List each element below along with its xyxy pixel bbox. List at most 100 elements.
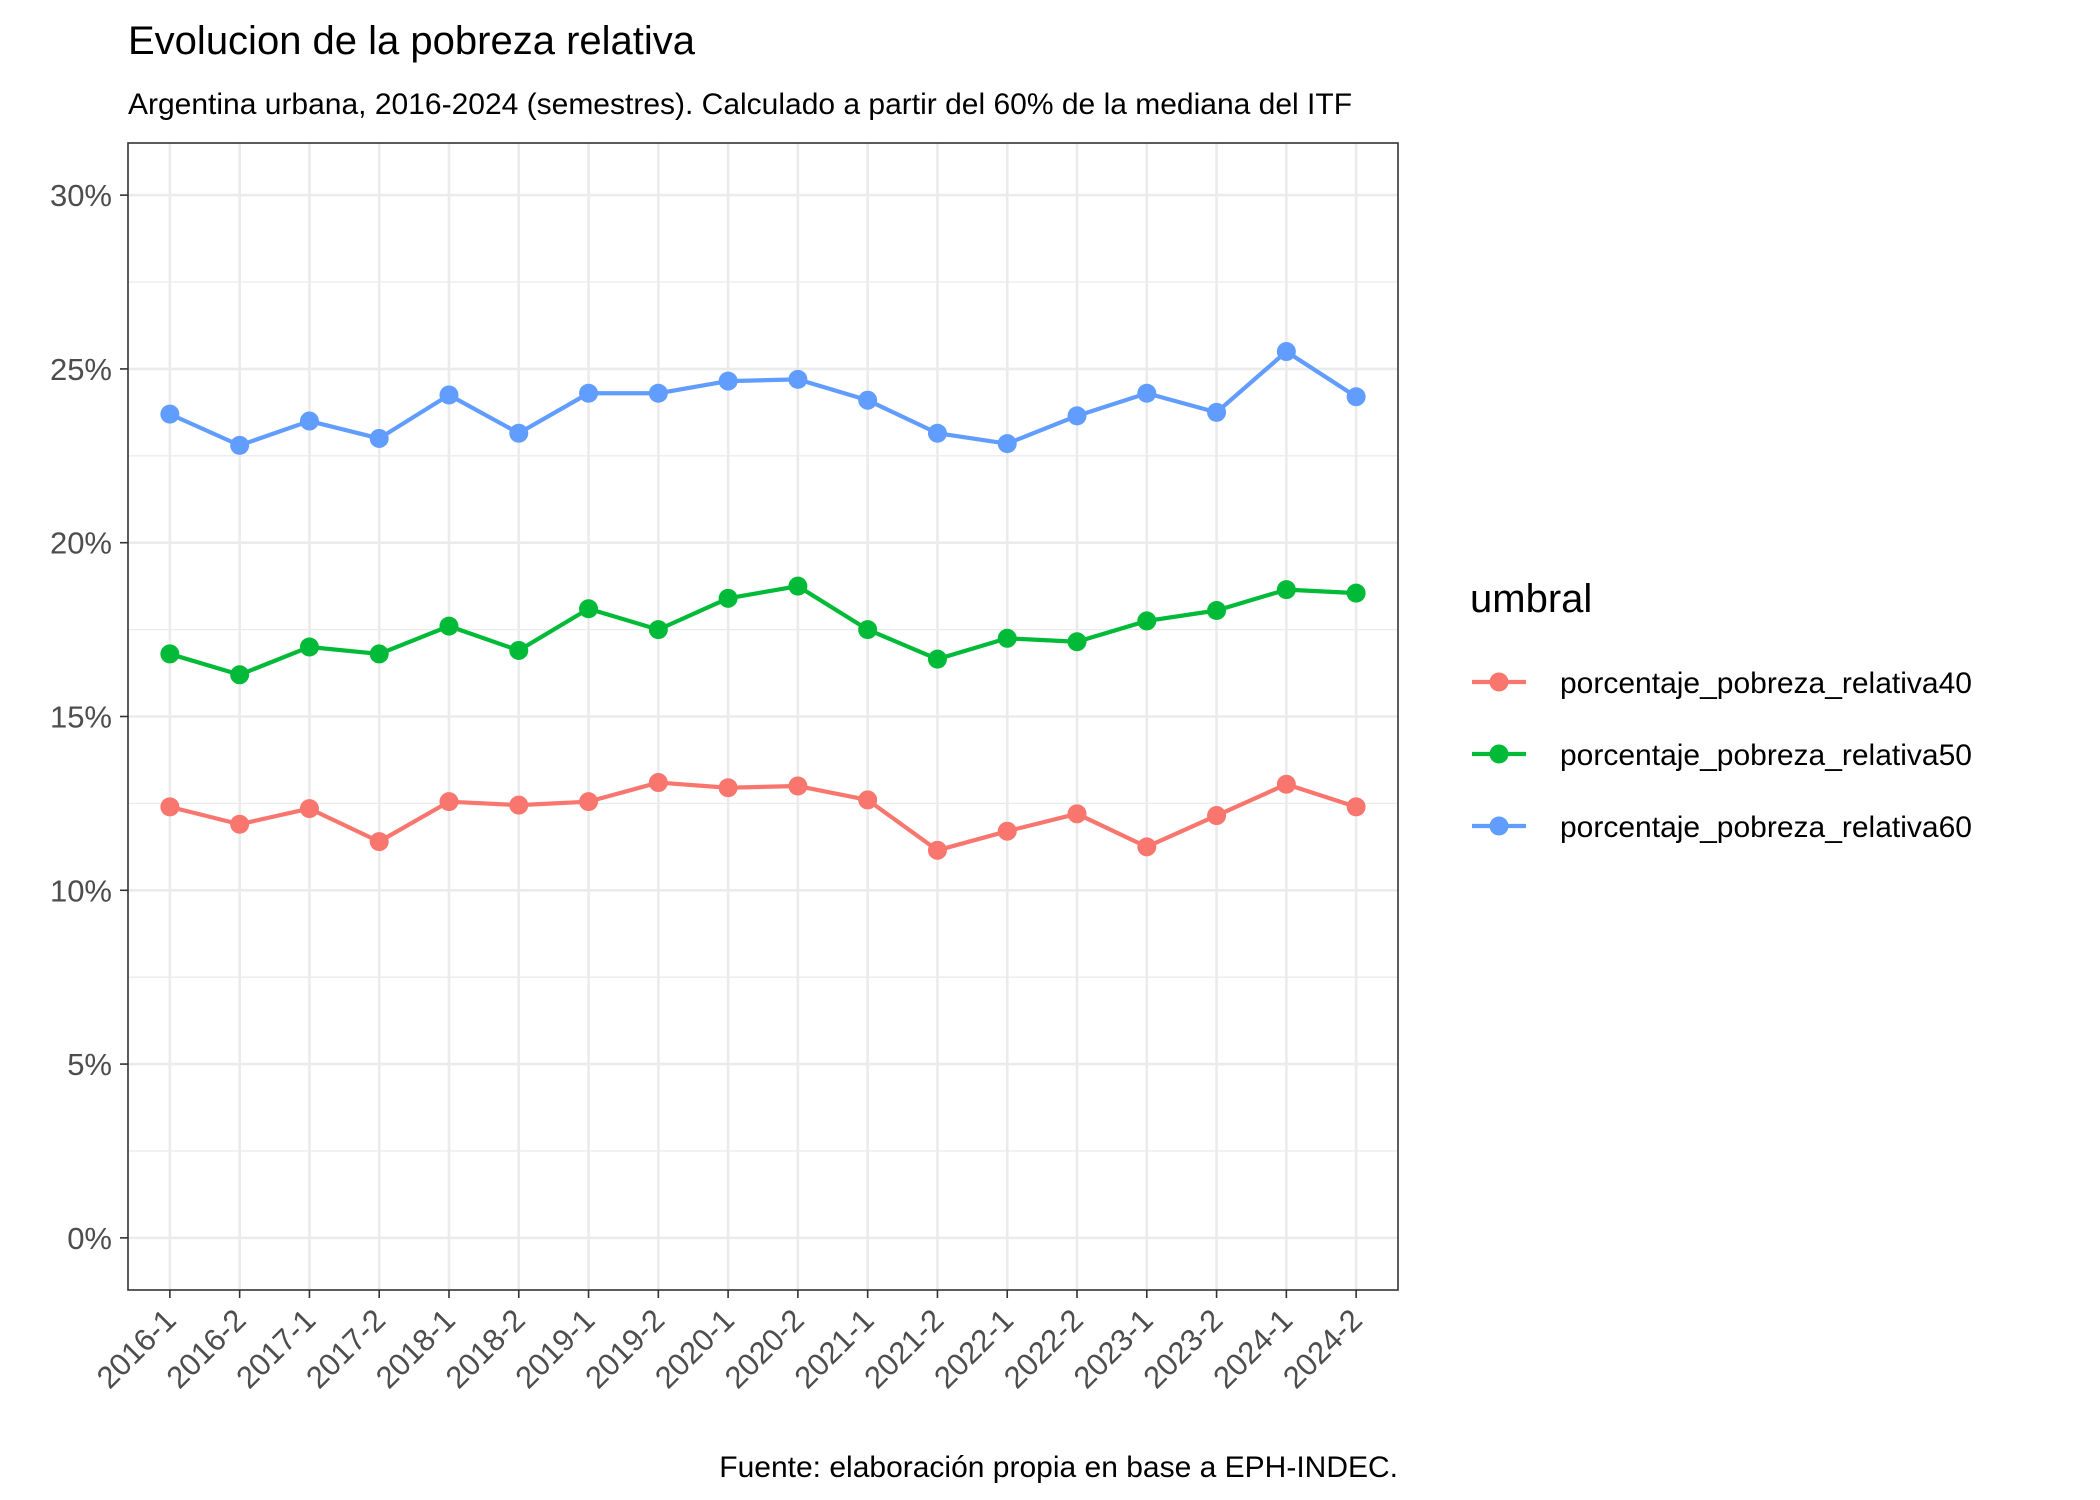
data-point xyxy=(299,411,319,431)
data-point xyxy=(579,792,599,812)
legend: umbral porcentaje_pobreza_relativa40porc… xyxy=(1470,577,1972,844)
legend-label: porcentaje_pobreza_relativa50 xyxy=(1560,739,1972,772)
data-point xyxy=(718,371,738,391)
x-tick-label: 2022-1 xyxy=(927,1302,1020,1395)
legend-label: porcentaje_pobreza_relativa60 xyxy=(1560,811,1972,844)
data-point xyxy=(1207,402,1227,422)
y-tick-label: 20% xyxy=(50,526,112,561)
data-point xyxy=(1067,804,1087,824)
x-tick-label: 2018-1 xyxy=(369,1302,462,1395)
legend-item: porcentaje_pobreza_relativa60 xyxy=(1472,811,1972,844)
data-point xyxy=(997,821,1017,841)
x-tick-label: 2024-2 xyxy=(1276,1302,1369,1395)
legend-label: porcentaje_pobreza_relativa40 xyxy=(1560,667,1972,700)
data-point xyxy=(1137,837,1157,857)
y-tick-label: 10% xyxy=(50,873,112,908)
data-point xyxy=(299,637,319,657)
data-point xyxy=(299,799,319,819)
x-tick-label: 2016-2 xyxy=(160,1302,253,1395)
data-point xyxy=(579,599,599,619)
x-tick-label: 2021-1 xyxy=(788,1302,881,1395)
data-point xyxy=(509,423,529,443)
data-point xyxy=(788,576,808,596)
x-tick-label: 2023-2 xyxy=(1137,1302,1230,1395)
data-point xyxy=(788,776,808,796)
x-tick-label: 2017-2 xyxy=(299,1302,392,1395)
x-axis: 2016-12016-22017-12017-22018-12018-22019… xyxy=(90,1290,1369,1395)
data-point xyxy=(1067,406,1087,426)
data-point xyxy=(439,616,459,636)
data-point xyxy=(648,383,668,403)
data-point xyxy=(858,790,878,810)
data-point xyxy=(439,385,459,405)
data-point xyxy=(1067,632,1087,652)
series-line xyxy=(169,584,1357,677)
x-tick-label: 2017-1 xyxy=(229,1302,322,1395)
y-tick-label: 5% xyxy=(67,1047,112,1082)
data-point xyxy=(1137,383,1157,403)
data-point xyxy=(858,620,878,640)
chart-subtitle: Argentina urbana, 2016-2024 (semestres).… xyxy=(128,88,1352,121)
data-point xyxy=(1137,611,1157,631)
x-tick-label: 2022-2 xyxy=(997,1302,1090,1395)
data-point xyxy=(369,832,389,852)
x-tick-label: 2024-1 xyxy=(1206,1302,1299,1395)
data-point xyxy=(509,640,529,660)
data-point xyxy=(1276,580,1296,600)
data-point xyxy=(1207,806,1227,826)
data-point xyxy=(1276,342,1296,362)
data-point xyxy=(439,792,459,812)
series-line xyxy=(169,349,1358,448)
data-point xyxy=(230,814,250,834)
y-tick-label: 25% xyxy=(50,352,112,387)
data-point xyxy=(230,435,250,455)
data-point xyxy=(997,434,1017,454)
data-point xyxy=(1346,583,1366,603)
data-point xyxy=(718,588,738,608)
x-tick-label: 2016-1 xyxy=(90,1302,183,1395)
x-tick-label: 2018-2 xyxy=(439,1302,532,1395)
legend-item: porcentaje_pobreza_relativa40 xyxy=(1472,667,1972,700)
series-porcentaje_pobreza_relativa40 xyxy=(160,773,1366,860)
series-porcentaje_pobreza_relativa50 xyxy=(160,576,1366,685)
series-line xyxy=(169,780,1357,853)
x-tick-label: 2020-1 xyxy=(648,1302,741,1395)
legend-key-point xyxy=(1489,744,1509,764)
legend-key-point xyxy=(1489,672,1509,692)
legend-title: umbral xyxy=(1470,577,1592,621)
data-point xyxy=(927,649,947,669)
x-tick-label: 2020-2 xyxy=(718,1302,811,1395)
data-point xyxy=(858,390,878,410)
minor-gridlines xyxy=(128,281,1398,1152)
data-point xyxy=(927,423,947,443)
y-axis: 0% 5% 10% 15% 20% 25% 30% xyxy=(50,178,128,1256)
data-point xyxy=(160,404,180,424)
x-tick-label: 2021-2 xyxy=(857,1302,950,1395)
data-point xyxy=(160,797,180,817)
x-tick-label: 2019-1 xyxy=(508,1302,601,1395)
data-point xyxy=(509,795,529,815)
data-point xyxy=(997,628,1017,648)
data-point xyxy=(1276,774,1296,794)
data-point xyxy=(788,369,808,389)
data-point xyxy=(927,840,947,860)
chart-title: Evolucion de la pobreza relativa xyxy=(128,19,696,63)
data-point xyxy=(369,644,389,664)
x-tick-label: 2019-2 xyxy=(578,1302,671,1395)
data-point xyxy=(369,428,389,448)
y-tick-label: 15% xyxy=(50,700,112,735)
legend-item: porcentaje_pobreza_relativa50 xyxy=(1472,739,1972,772)
data-point xyxy=(1346,387,1366,407)
chart-caption: Fuente: elaboración propia en base a EPH… xyxy=(719,1451,1398,1484)
series-layer xyxy=(160,342,1366,860)
data-point xyxy=(648,620,668,640)
major-gridlines xyxy=(128,143,1398,1290)
data-point xyxy=(160,644,180,664)
data-point xyxy=(718,778,738,798)
data-point xyxy=(230,665,250,685)
y-tick-label: 30% xyxy=(50,178,112,213)
data-point xyxy=(1207,600,1227,620)
data-point xyxy=(1346,797,1366,817)
legend-key-point xyxy=(1489,816,1509,836)
